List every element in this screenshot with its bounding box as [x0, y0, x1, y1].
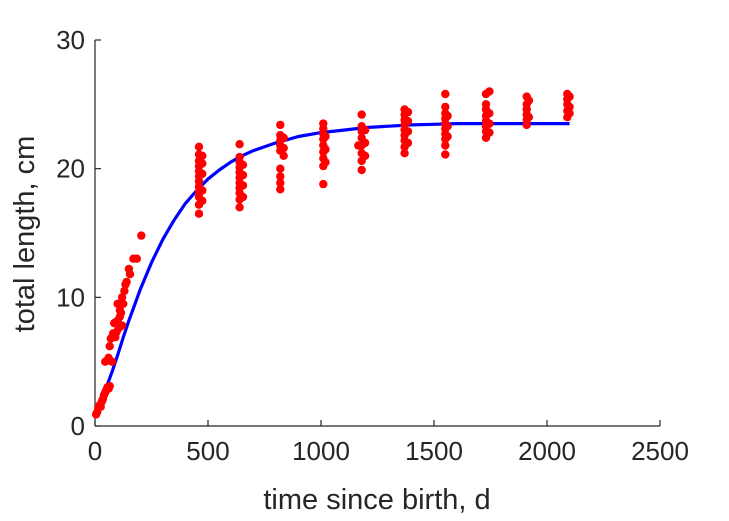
- data-point: [321, 158, 330, 167]
- data-point: [122, 277, 131, 287]
- data-point: [524, 96, 534, 105]
- fitted-growth-curve: [93, 122, 570, 414]
- data-point: [443, 111, 452, 121]
- data-point: [113, 299, 122, 308]
- data-point: [238, 160, 248, 169]
- x-tick-label: 1000: [292, 436, 350, 466]
- data-point: [360, 125, 370, 135]
- data-point: [441, 141, 450, 150]
- data-point: [565, 92, 574, 101]
- data-point: [403, 116, 413, 126]
- y-axis-title: total length, cm: [9, 136, 41, 333]
- data-point: [238, 192, 248, 202]
- y-tick-label: 20: [56, 154, 85, 184]
- data-point: [198, 196, 207, 205]
- data-point: [276, 120, 285, 130]
- y-tick-label: 0: [71, 411, 85, 441]
- tick-labels: 0 500 1000 1500 2000 2500 0 10 20 30: [56, 25, 689, 466]
- data-point: [357, 165, 366, 175]
- x-tick-label: 1500: [405, 436, 463, 466]
- data-point: [238, 170, 248, 180]
- x-tick-label: 0: [88, 436, 102, 466]
- data-point: [235, 203, 244, 212]
- data-point: [115, 312, 125, 321]
- data-point: [279, 143, 288, 153]
- data-point: [565, 109, 574, 118]
- data-point: [403, 127, 413, 136]
- data-point: [443, 122, 452, 131]
- data-point: [276, 172, 285, 181]
- data-point: [443, 132, 452, 141]
- y-tick-label: 30: [56, 25, 85, 55]
- data-point: [198, 186, 207, 195]
- data-point: [481, 100, 491, 109]
- data-point: [354, 141, 363, 150]
- data-point: [276, 164, 285, 173]
- data-point: [194, 142, 204, 151]
- data-point: [105, 342, 114, 351]
- data-point: [485, 109, 494, 118]
- data-point: [357, 110, 366, 119]
- data-point: [360, 138, 370, 148]
- data-point: [319, 179, 328, 189]
- data-point: [279, 151, 288, 160]
- data-point: [441, 89, 450, 99]
- x-tick-label: 2500: [631, 436, 689, 466]
- data-point: [403, 138, 413, 148]
- data-point: [403, 107, 413, 117]
- data-point: [238, 181, 248, 190]
- x-tick-label: 2000: [518, 436, 576, 466]
- data-point: [198, 159, 207, 168]
- data-point: [105, 381, 114, 391]
- data-point: [198, 169, 207, 178]
- x-axis-title: time since birth, d: [263, 484, 490, 516]
- data-point: [360, 151, 370, 160]
- data-point: [485, 87, 494, 96]
- data-point: [125, 270, 135, 279]
- data-point: [485, 119, 494, 128]
- data-points: [91, 87, 574, 419]
- data-point: [117, 293, 127, 302]
- data-point: [441, 102, 450, 112]
- data-point: [321, 145, 330, 154]
- y-tick-label: 10: [56, 282, 85, 312]
- data-point: [132, 254, 141, 263]
- data-point: [524, 113, 534, 122]
- data-point: [198, 151, 207, 160]
- data-point: [117, 321, 127, 330]
- data-point: [441, 150, 450, 159]
- data-point: [235, 140, 244, 149]
- data-point: [279, 133, 288, 142]
- axes: [94, 39, 661, 427]
- data-point: [400, 149, 409, 158]
- data-point: [137, 231, 146, 240]
- data-point: [319, 119, 328, 128]
- data-point: [485, 128, 494, 137]
- data-point: [194, 209, 204, 218]
- data-point: [565, 102, 574, 112]
- data-point: [321, 132, 330, 141]
- data-point: [276, 178, 285, 187]
- data-point: [120, 286, 129, 296]
- x-tick-label: 500: [186, 436, 229, 466]
- fit-line: [93, 122, 570, 414]
- data-point: [107, 357, 117, 366]
- data-point: [235, 152, 244, 162]
- data-point: [276, 185, 285, 194]
